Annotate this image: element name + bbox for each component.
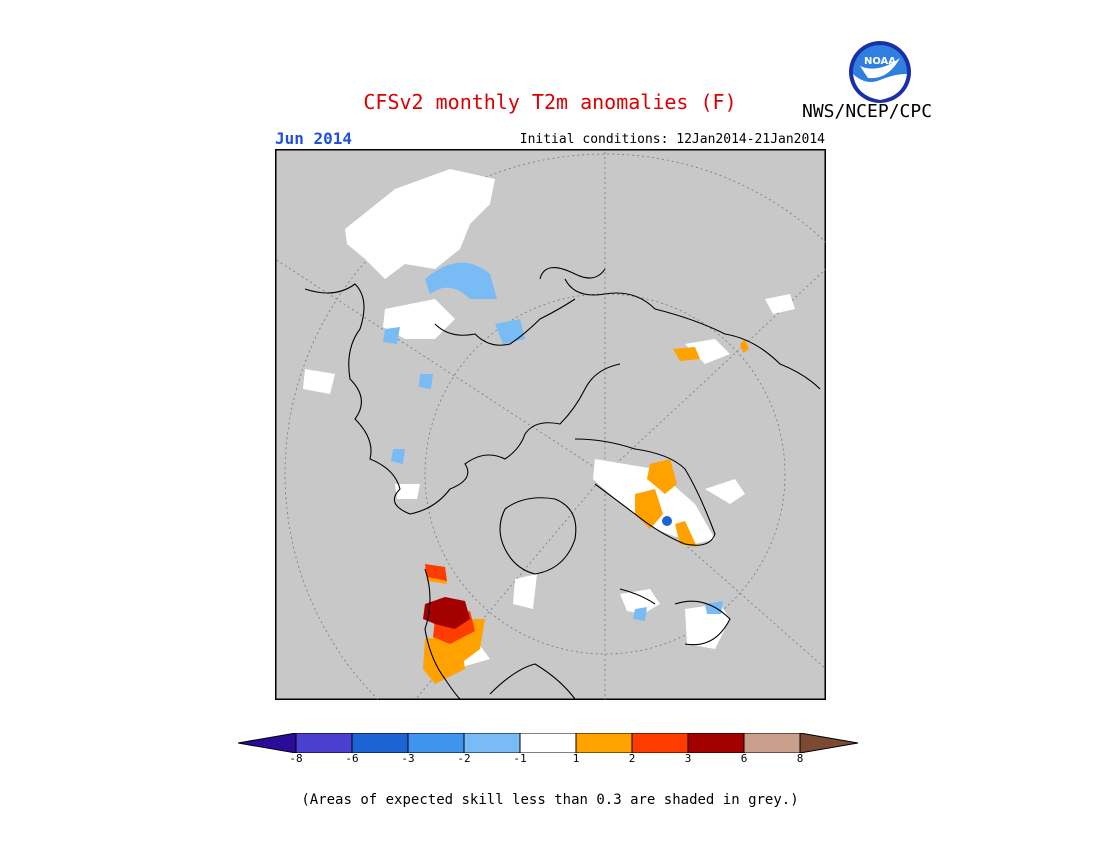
colorbar — [237, 732, 862, 754]
colorbar-bin — [687, 732, 745, 754]
colorbar-bin-low — [237, 732, 297, 754]
colorbar-bin — [631, 732, 689, 754]
colorbar-bin — [743, 732, 801, 754]
colorbar-tick-label: -1 — [513, 752, 527, 765]
anomaly-blue — [383, 262, 723, 621]
coastlines — [304, 267, 821, 700]
colorbar-tick-label: 6 — [740, 752, 748, 765]
colorbar-tick-label: -3 — [401, 752, 415, 765]
forecast-month: Jun 2014 — [275, 129, 353, 148]
colorbar-tick-label: 8 — [796, 752, 804, 765]
colorbar-bin-high — [799, 732, 859, 754]
svg-text:NOAA: NOAA — [864, 56, 896, 67]
colorbar-tick-label: -8 — [289, 752, 303, 765]
anomaly-dark-red — [423, 597, 470, 629]
map-title: CFSv2 monthly T2m anomalies (F) — [363, 90, 737, 114]
colorbar-tick-label: 1 — [572, 752, 580, 765]
colorbar-tick-label: 2 — [628, 752, 636, 765]
colorbar-bin — [407, 732, 465, 754]
colorbar-bin — [575, 732, 633, 754]
colorbar-bin — [519, 732, 577, 754]
colorbar-ticks: -8 -6 -3 -2 -1 1 2 3 6 8 — [0, 752, 1100, 768]
anomaly-dark-blue — [662, 516, 672, 526]
colorbar-tick-label: -6 — [345, 752, 359, 765]
agency-label: NWS/NCEP/CPC — [802, 101, 933, 122]
polar-map — [274, 148, 926, 795]
colorbar-bin — [295, 732, 353, 754]
colorbar-tick-label: 3 — [684, 752, 692, 765]
noaa-logo: NOAA — [848, 40, 912, 104]
footnote: (Areas of expected skill less than 0.3 a… — [301, 792, 799, 808]
colorbar-bin — [463, 732, 521, 754]
initial-conditions: Initial conditions: 12Jan2014-21Jan2014 — [519, 132, 825, 147]
colorbar-bin — [351, 732, 409, 754]
colorbar-tick-label: -2 — [457, 752, 471, 765]
